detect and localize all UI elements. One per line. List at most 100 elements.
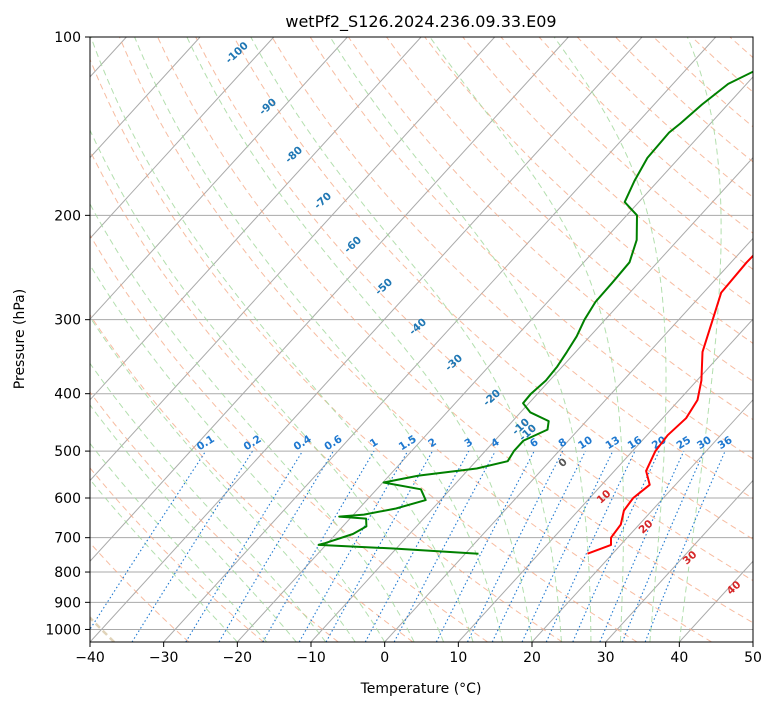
moist-adiabat-line <box>90 37 474 642</box>
isotherm-grid <box>90 37 753 642</box>
y-tick-label: 100 <box>54 30 81 46</box>
mixing-ratio-label: 0.4 <box>291 433 313 453</box>
isotherm-line <box>90 37 569 563</box>
adiabat-label: -80 <box>283 144 305 166</box>
x-tick-label: 20 <box>523 650 541 666</box>
moist-adiabat-line <box>553 37 667 642</box>
dry-adiabat-line <box>271 37 753 500</box>
mixing-ratio-label: 1 <box>368 436 381 450</box>
dry-adiabat-line <box>118 37 712 642</box>
y-tick-label: 700 <box>54 531 81 547</box>
dry-adiabat-line <box>90 58 638 642</box>
x-tick-label: −10 <box>296 650 326 666</box>
dry-adiabat-line <box>157 37 753 624</box>
mixing-ratio-label: 30 <box>695 434 714 452</box>
mixing-ratio-label: 2 <box>426 436 439 450</box>
mixing-ratio-label: 10 <box>576 434 595 452</box>
dry-adiabat-line <box>90 313 414 642</box>
dry-adiabat-line <box>90 234 488 642</box>
x-tick-label: 30 <box>597 650 615 666</box>
dry-adiabat-line <box>424 37 753 344</box>
dry-adiabat-line <box>691 37 753 93</box>
dry-adiabat-line <box>195 37 753 582</box>
mixing-ratio-label: 25 <box>674 434 693 452</box>
adiabat-label: 30 <box>681 549 700 568</box>
adiabat-label: 40 <box>725 579 744 598</box>
adiabat-label: -100 <box>223 40 251 67</box>
moist-adiabat-line <box>90 478 238 642</box>
mixing-ratio-label: 0.6 <box>322 433 344 453</box>
chart-title: wetPf2_S126.2024.236.09.33.E09 <box>285 12 556 32</box>
isotherm-line <box>384 237 753 642</box>
adiabat-label: 10 <box>595 488 614 507</box>
isotherm-line <box>90 37 422 401</box>
y-tick-label: 900 <box>54 595 81 611</box>
dry-adiabats <box>90 37 775 642</box>
moist-adiabat-line <box>186 37 533 642</box>
mixing-ratio-line <box>131 450 254 642</box>
isotherm-line <box>90 37 496 482</box>
dry-adiabat-line <box>90 391 339 642</box>
moist-adiabats <box>90 37 722 642</box>
moist-adiabat-line <box>90 202 415 642</box>
x-tick-label: −30 <box>149 650 179 666</box>
moist-adiabat-line <box>329 37 592 642</box>
x-tick-label: 10 <box>449 650 467 666</box>
mixing-ratio-label: 16 <box>626 434 645 452</box>
moist-adiabat-line <box>90 362 327 642</box>
isotherm-line <box>163 37 717 642</box>
dry-adiabat-line <box>90 149 563 642</box>
mixing-ratio-lines <box>90 450 726 642</box>
mixing-ratio-label: 8 <box>556 436 569 450</box>
adiabat-label: -60 <box>342 234 364 256</box>
mixing-ratio-line <box>325 450 433 642</box>
sounding-series <box>317 70 753 555</box>
mixing-ratio-label: 36 <box>716 434 735 452</box>
dry-adiabat-line <box>309 37 753 460</box>
adiabat-label: -50 <box>373 276 395 298</box>
y-tick-label: 1000 <box>45 622 81 638</box>
adiabat-label: -70 <box>312 190 334 212</box>
x-axis: −40 −30 −20 −10 0 10 20 30 40 50 <box>75 642 762 666</box>
mixing-ratio-line <box>218 450 334 642</box>
y-tick-label: 200 <box>54 208 81 224</box>
mixing-ratio-line <box>185 450 304 642</box>
dry-adiabat-line <box>653 37 753 128</box>
mixing-ratio-label: 0.2 <box>242 433 264 453</box>
plot-frame <box>89 36 754 643</box>
x-tick-label: 50 <box>744 650 762 666</box>
dewpoint-line <box>317 70 753 555</box>
dry-adiabat-line <box>233 37 753 540</box>
isotherm-line <box>531 399 753 642</box>
mixing-ratio-line <box>491 450 586 642</box>
y-tick-label: 400 <box>54 387 81 403</box>
mixing-ratio-label: 0.1 <box>195 433 217 453</box>
moist-adiabat-line <box>90 316 356 642</box>
moist-adiabat-line <box>90 404 297 642</box>
isotherm-line <box>605 479 753 642</box>
dry-adiabat-line <box>768 37 775 642</box>
temperature-line <box>587 254 753 555</box>
mixing-ratio-label: 1.5 <box>397 433 419 453</box>
moist-adiabat-line <box>90 264 386 642</box>
mixing-ratio-line <box>90 450 207 631</box>
dry-adiabat-line <box>90 467 264 642</box>
y-tick-label: 500 <box>54 444 81 460</box>
dry-adiabat-line <box>90 542 190 642</box>
mixing-ratio-line <box>364 450 470 642</box>
y-tick-label: 300 <box>54 313 81 329</box>
plot-area: 0.1 0.2 0.4 0.6 1 1.5 2 3 4 6 8 10 13 16 20 25 30 36-100-… <box>90 37 775 642</box>
y-tick-label: 600 <box>54 491 81 507</box>
y-axis-label: Pressure (hPa) <box>12 289 28 389</box>
moist-adiabat-line <box>134 37 503 642</box>
mixing-ratio-label: 4 <box>489 436 502 450</box>
isotherm-line <box>90 37 348 320</box>
moist-adiabat-line <box>429 37 624 642</box>
dry-adiabat-line <box>386 37 753 382</box>
isotherm-line <box>90 37 275 240</box>
moist-adiabat-line <box>250 37 562 642</box>
adiabat-label: 0 <box>556 456 569 470</box>
mixing-ratio-line <box>621 450 705 642</box>
mixing-ratio-line <box>572 450 660 642</box>
